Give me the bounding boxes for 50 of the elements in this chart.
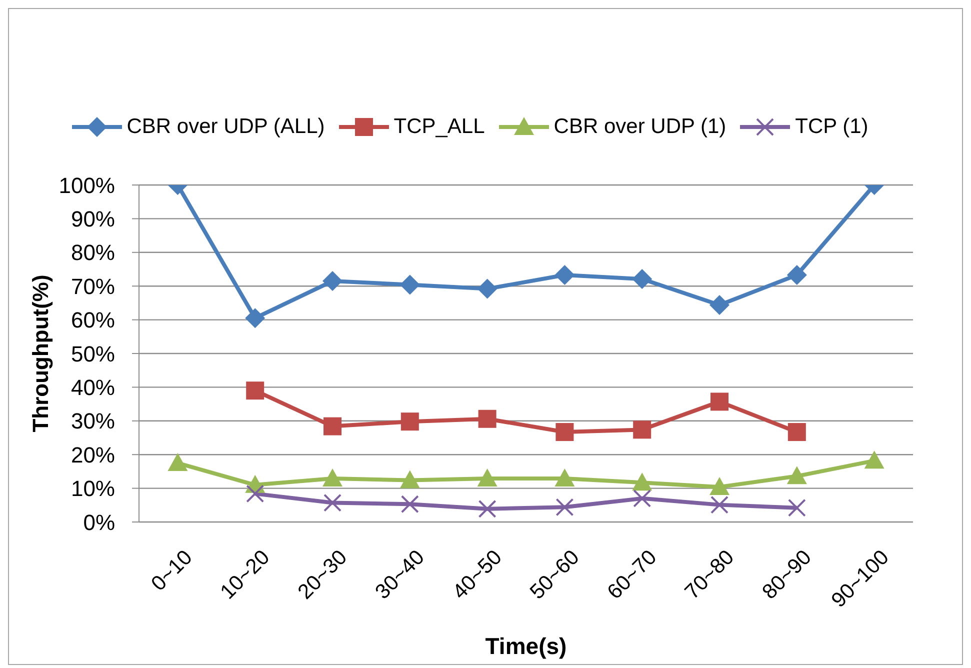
point — [786, 466, 807, 484]
y-tick-label: 10% — [70, 476, 115, 502]
y-tick-label: 50% — [70, 341, 115, 366]
point — [478, 500, 496, 518]
y-tick-label: 100% — [58, 172, 115, 198]
point — [324, 494, 342, 512]
point — [477, 468, 498, 487]
legend-label: CBR over UDP (ALL) — [126, 115, 325, 139]
point — [400, 495, 419, 514]
y-tick-label: 70% — [70, 274, 115, 299]
legend-label: CBR over UDP (1) — [554, 115, 726, 139]
point — [168, 453, 188, 472]
point — [633, 489, 652, 508]
point — [477, 278, 498, 299]
point — [324, 417, 342, 436]
x-axis-title: Time(s) — [485, 633, 567, 659]
y-tick-label: 0% — [83, 510, 115, 535]
point — [632, 472, 652, 491]
point — [556, 423, 574, 442]
point — [788, 498, 806, 517]
point — [632, 269, 652, 290]
legend-label: TCP (1) — [795, 115, 868, 139]
point — [864, 450, 884, 469]
y-tick-label: 30% — [70, 408, 115, 434]
point — [322, 468, 342, 487]
point — [478, 410, 496, 428]
point — [633, 420, 652, 439]
point — [788, 423, 806, 442]
y-tick-label: 60% — [70, 308, 115, 333]
legend-label: TCP_ALL — [394, 115, 485, 139]
point — [710, 476, 730, 495]
point — [400, 470, 420, 488]
y-tick-label: 90% — [70, 206, 115, 232]
point — [246, 382, 264, 400]
point — [710, 294, 730, 315]
point — [556, 498, 574, 516]
point — [322, 271, 342, 292]
y-tick-label: 80% — [70, 240, 115, 266]
y-axis-title: Throughput(%) — [28, 274, 53, 432]
y-tick-label: 40% — [70, 375, 115, 400]
point — [554, 468, 575, 487]
y-tick-label: 20% — [70, 442, 115, 468]
point — [710, 496, 728, 514]
point — [246, 484, 264, 503]
point — [245, 308, 266, 328]
point — [554, 264, 575, 285]
point — [400, 274, 420, 295]
point — [786, 264, 807, 285]
point — [400, 412, 419, 431]
point — [710, 392, 728, 411]
